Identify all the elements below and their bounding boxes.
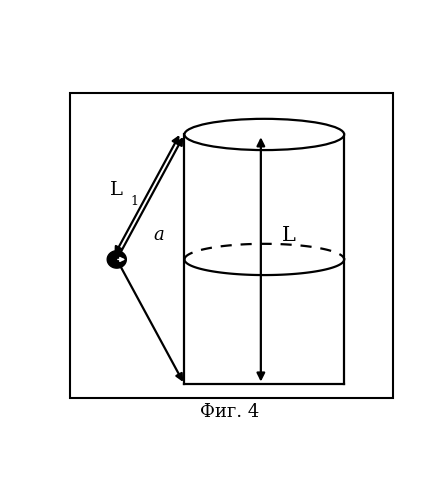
Text: L: L (110, 181, 123, 199)
Ellipse shape (185, 119, 344, 150)
Text: 1: 1 (131, 194, 139, 207)
Polygon shape (107, 251, 126, 268)
Text: L: L (282, 226, 296, 244)
Text: a: a (153, 226, 164, 244)
Text: Фиг. 4: Фиг. 4 (200, 403, 259, 421)
Bar (70, 93, 393, 398)
